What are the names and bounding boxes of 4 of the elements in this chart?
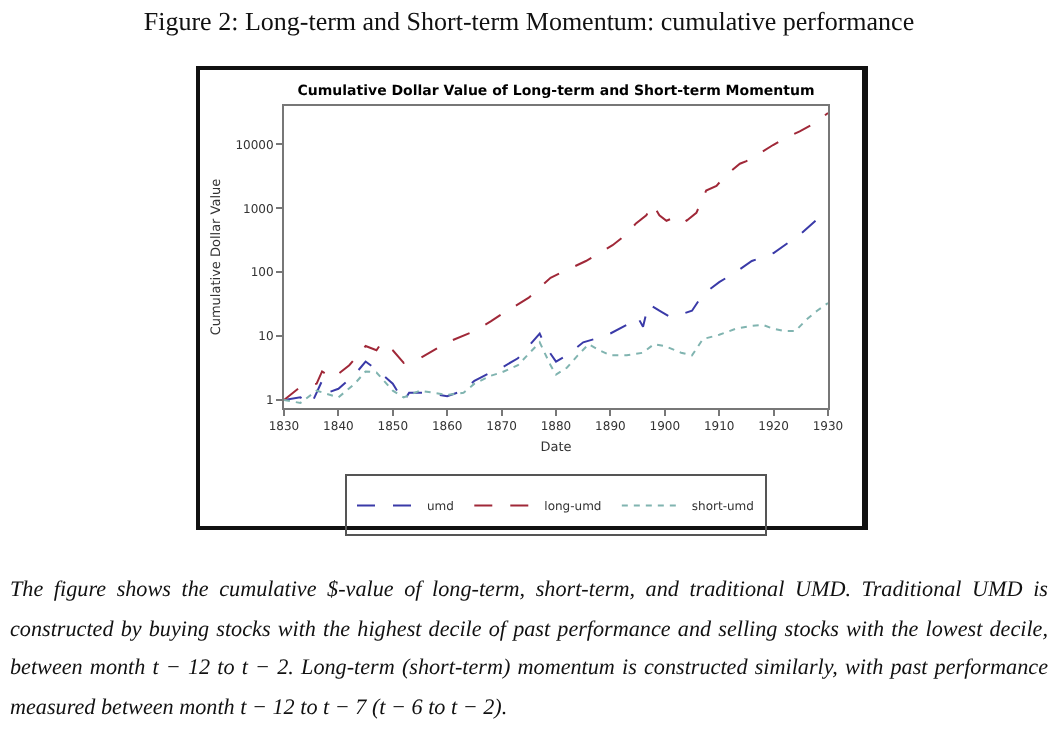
text: The figure shows the cumulative $-value of long-term, short-term, and traditional UMD. Traditional UMD is constructed by buying stocks with the highest decile of past performance and selling stocks with the lowest decile, between month t − 12 to t − 2. Long-term (short-term) momentum is constructed similarly, with past performance measured between month t − 12 to t − 7 (t − 6 to t − 2). <box>10 576 1048 723</box>
chart-title: Figure 2: Long-term and Short-term Momentum: cumulative performance <box>141 6 917 38</box>
line-series <box>284 302 828 404</box>
line-series <box>284 112 828 402</box>
